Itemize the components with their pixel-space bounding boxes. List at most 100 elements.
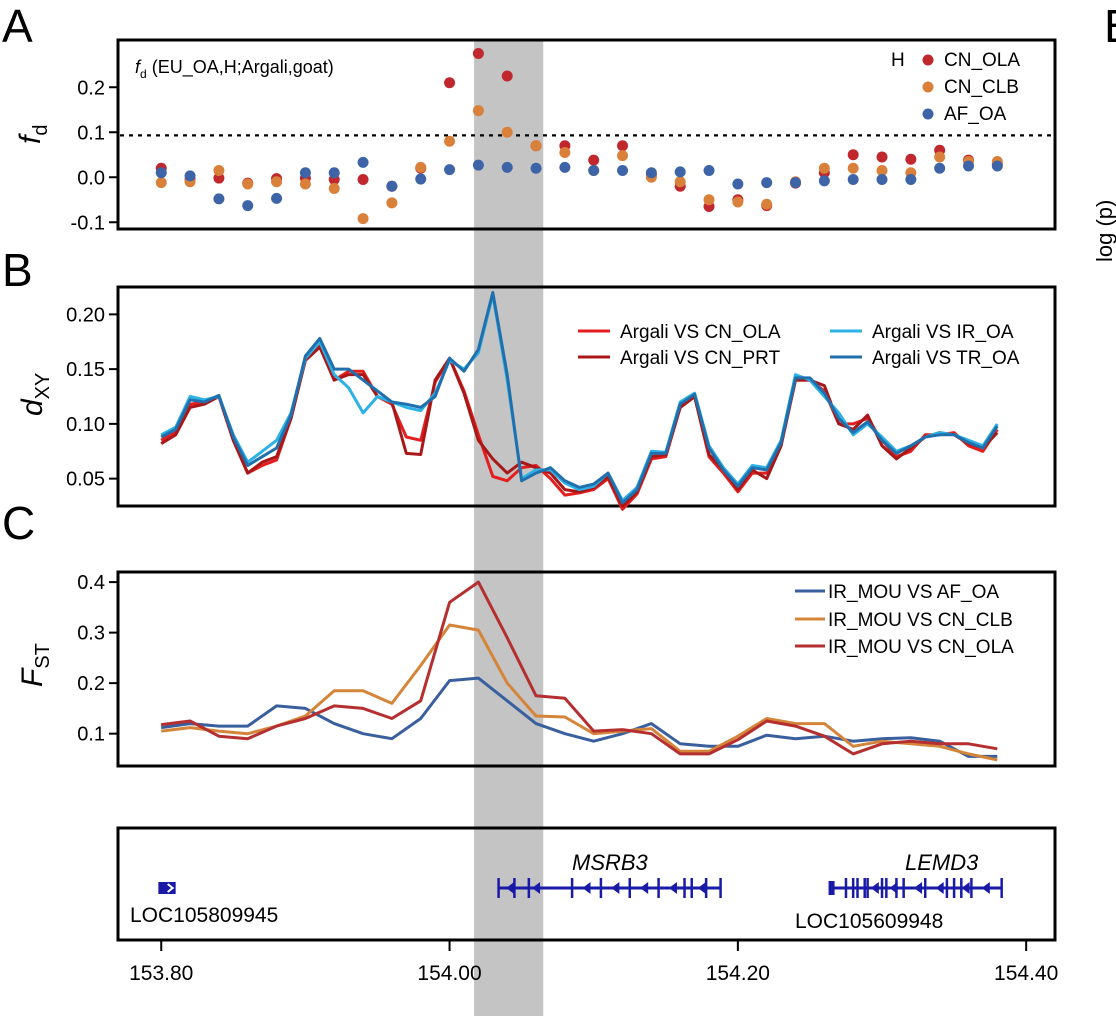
legend-b-label-cn-prt: Argali VS CN_PRT [620,348,781,369]
point-cn_clb [559,147,571,158]
point-af_oa [905,174,917,185]
panel-c-ytick-label: 0.1 [77,724,105,746]
gene-msrb3-strand-arrow [668,882,677,894]
legend-a-label-cn-clb: CN_CLB [944,77,1019,98]
point-cn_clb [386,197,398,209]
panel-a-annotation: fd (EU_OA,H;Argali,goat) [135,57,334,81]
point-cn_clb [818,162,830,174]
panel-a-ylabel-sub: d [30,125,52,136]
x-tick-label: 153.80 [129,962,193,985]
legend-b-label-ir-oa: Argali VS IR_OA [872,322,1014,343]
panel-a-ylabel: fd [14,125,52,144]
point-cn_clb [357,213,369,225]
point-cn_clb [732,196,744,208]
gene-msrb3-strand-arrow [506,882,515,894]
point-cn_ola [501,70,513,82]
gene-label-loc105809945: LOC105809945 [130,904,278,927]
point-cn_clb [530,140,542,152]
point-af_oa [588,165,600,176]
point-af_oa [184,170,196,182]
point-af_oa [674,166,686,178]
point-af_oa [617,165,629,176]
panel-c-plot: 0.1 0.2 0.3 0.4 [77,572,998,762]
point-af_oa [876,174,888,185]
point-cn_ola [472,48,484,59]
legend-a-header: H [891,50,905,71]
highlight-region [474,40,544,1016]
right-cut-ylabel: log (p) [1092,200,1116,262]
panel-c-ytick-label: 0.4 [77,572,105,594]
point-cn_clb [415,161,427,173]
legend-a-label-af-oa: AF_OA [944,104,1007,125]
gene-label-msrb3: MSRB3 [572,850,649,875]
line-argali-vs-tr-oa [160,291,999,505]
gene-lemd3-strand-arrow [981,882,990,894]
point-af_oa [991,160,1003,172]
point-af_oa [530,162,542,174]
panel-b-plot: 0.05 0.10 0.15 0.20 [66,291,999,511]
point-af_oa [271,192,283,204]
panel-a-ytick-label: 0.1 [77,122,105,144]
gene-msrb3-strand-arrow [532,882,541,894]
panel-b-ytick-label: 0.15 [66,359,105,381]
gene-lemd3-strand-arrow [870,882,879,894]
x-tick-label: 154.40 [994,962,1058,985]
point-af_oa [242,200,254,212]
gene-lemd3-strand-arrow [889,882,898,894]
point-cn_clb [444,135,456,147]
point-cn_clb [472,105,484,117]
point-af_oa [501,161,513,173]
panel-c-ylabel-sub: ST [32,643,54,669]
gene-lemd3-strand-arrow [935,882,944,894]
gene-label-loc105609948: LOC105609948 [795,910,943,933]
panel-a-annotation-f: f [135,57,142,77]
point-cn_clb [847,162,859,174]
point-cn_clb [674,176,686,188]
panel-a-ylabel-main: f [14,133,47,144]
gene-loc105809945-arrow [167,883,175,893]
panel-a-ytick-label: 0.2 [77,77,105,99]
point-cn_clb [501,126,513,138]
panel-c-frame [116,570,1057,768]
point-af_oa [963,160,975,172]
point-cn_clb [299,178,311,190]
panel-b-ytick-label: 0.10 [66,414,105,436]
point-af_oa [934,162,946,174]
gene-track-frame [116,826,1057,942]
point-cn_ola [617,140,629,152]
legend-c-label-cn-clb: IR_MOU VS CN_CLB [828,610,1013,631]
panel-b-ytick-label: 0.05 [66,469,105,491]
point-af_oa [645,167,657,179]
point-af_oa [790,177,802,189]
panel-a-plot: -0.1 0.0 0.1 0.2 [71,48,1053,234]
panel-label-a: A [2,0,33,52]
point-cn_clb [617,150,629,162]
legend-c-label-cn-ola: IR_MOU VS CN_OLA [828,637,1014,658]
gene-loc105809945 [158,882,176,894]
point-cn_clb [328,183,340,194]
point-af_oa [703,165,715,176]
line-ir-mou-vs-cn-ola [161,580,998,756]
point-cn_ola [876,151,888,163]
point-cn_clb [155,177,167,189]
point-af_oa [761,177,773,189]
legend-b-label-cn-ola: Argali VS CN_OLA [620,322,781,343]
gene-lemd3-strand-arrow [961,882,970,894]
point-cn_clb [934,151,946,163]
point-af_oa [847,174,859,185]
point-af_oa [213,193,225,205]
point-cn_ola [213,172,225,184]
panel-b-ylabel-sub: XY [32,373,54,400]
point-cn_ola [588,154,600,166]
point-af_oa [357,156,369,168]
point-cn_ola [847,149,859,161]
panel-label-right-cut: B [1104,0,1116,52]
point-af_oa [386,180,398,192]
panel-a-annotation-sub: d [140,67,147,81]
legend-a-label-cn-ola: CN_OLA [944,50,1020,71]
gene-msrb3-strand-arrow [611,882,620,894]
panel-a-ytick-label: 0.0 [77,167,105,189]
panel-b-ylabel-main: d [16,398,49,416]
point-cn_clb [271,176,283,188]
